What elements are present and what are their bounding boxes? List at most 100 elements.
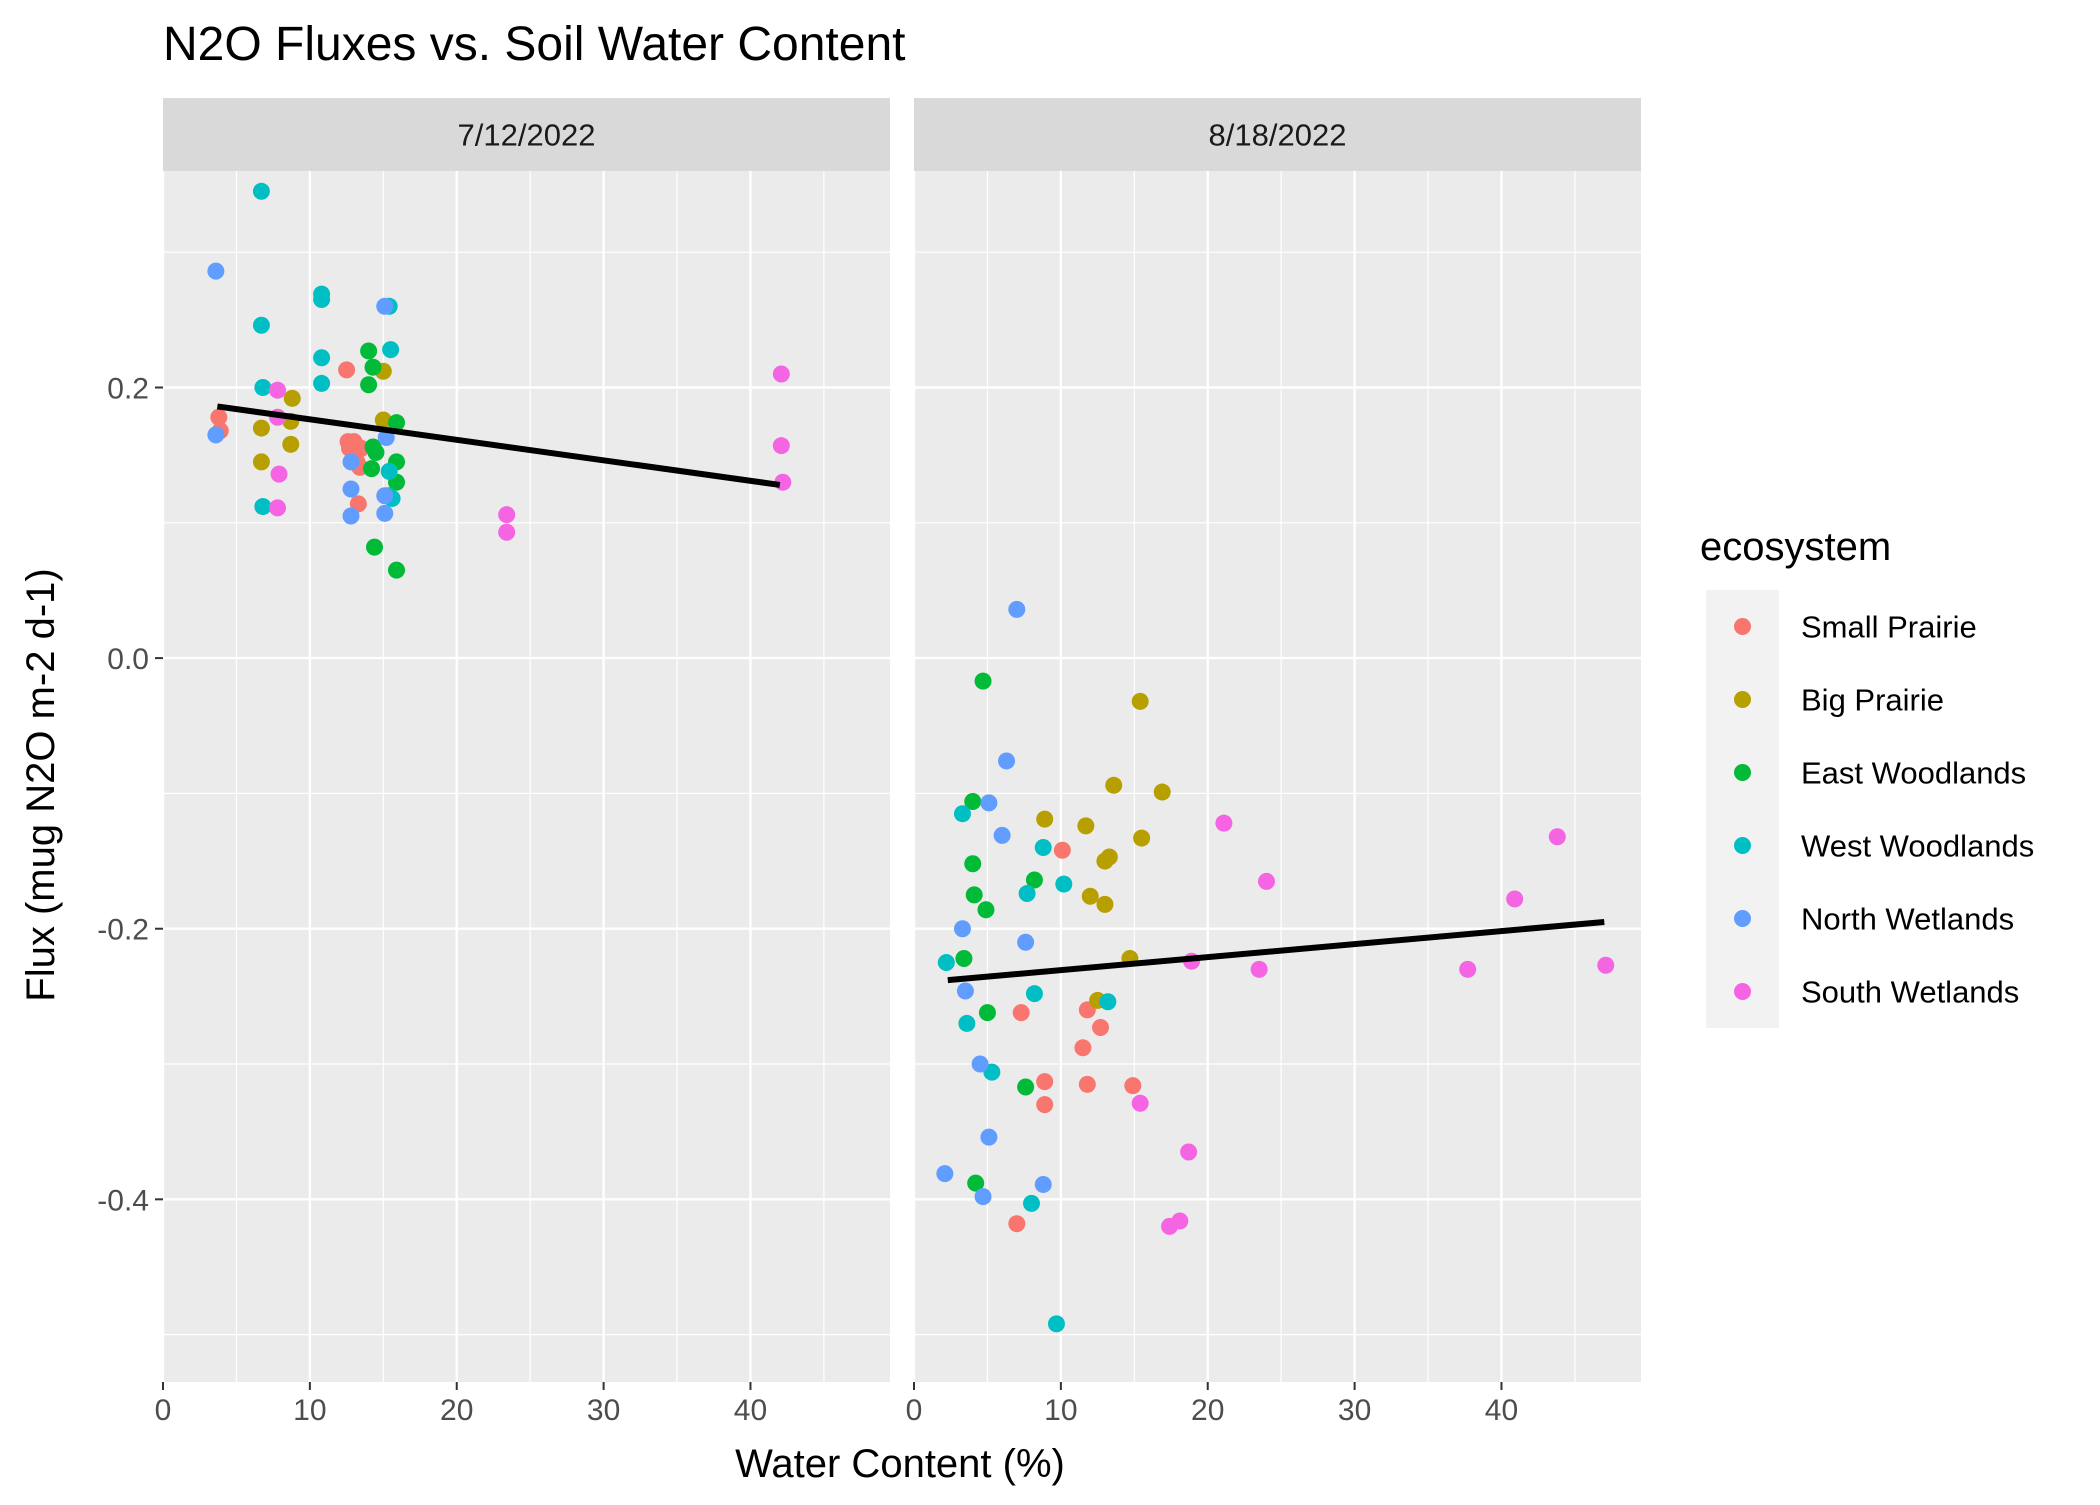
data-point <box>1012 1004 1030 1022</box>
data-point <box>1459 960 1477 978</box>
data-point <box>1017 1078 1035 1096</box>
x-tick-label: 0 <box>155 1394 172 1427</box>
data-point <box>1215 814 1233 832</box>
data-point <box>1597 956 1615 974</box>
facet-strip-label: 7/12/2022 <box>458 118 596 153</box>
data-point <box>964 793 982 811</box>
y-tick-label: -0.2 <box>97 914 149 947</box>
data-point <box>977 901 995 919</box>
y-axis-label: Flux (mug N2O m-2 d-1) <box>19 568 63 1001</box>
legend-entry-label: West Woodlands <box>1801 829 2034 864</box>
data-point <box>1096 852 1114 870</box>
legend-title: ecosystem <box>1700 525 1891 569</box>
data-point <box>1161 1217 1179 1235</box>
data-point <box>382 341 400 359</box>
x-tick-label: 40 <box>734 1394 767 1427</box>
facet-panels: 7/12/2022 0 10 20 30 40 -0.4 -0.2 0.0 0.2 8/18/202… <box>97 98 1641 1427</box>
data-point <box>252 316 270 334</box>
data-point <box>1506 890 1524 908</box>
data-point <box>364 358 382 376</box>
x-tick-label: 30 <box>587 1394 620 1427</box>
data-point <box>1250 960 1268 978</box>
data-point <box>313 349 331 367</box>
data-point <box>1047 1315 1065 1333</box>
facet-strip <box>914 98 1641 171</box>
data-point <box>998 752 1016 770</box>
data-point <box>367 443 385 461</box>
data-point <box>342 480 360 498</box>
facet-strip-label: 8/18/2022 <box>1209 118 1347 153</box>
data-point <box>1131 692 1149 710</box>
data-point <box>1153 783 1171 801</box>
legend-swatch <box>1734 691 1751 708</box>
data-point <box>313 374 331 392</box>
data-point <box>1096 895 1114 913</box>
data-point <box>254 378 272 396</box>
data-point <box>1053 841 1071 859</box>
x-axis-label: Water Content (%) <box>735 1442 1065 1486</box>
data-point <box>1074 1039 1092 1057</box>
data-point <box>974 1188 992 1206</box>
facet-strip <box>163 98 890 171</box>
data-point <box>1099 993 1117 1011</box>
data-point <box>349 495 367 513</box>
trend-line <box>216 403 781 488</box>
data-point <box>1078 1075 1096 1093</box>
data-point <box>967 1174 985 1192</box>
legend-entry-label: Big Prairie <box>1801 683 1944 718</box>
legend-swatch <box>1734 618 1751 635</box>
data-point <box>1092 1018 1110 1036</box>
data-point <box>772 365 790 383</box>
data-point <box>1257 872 1275 890</box>
data-point <box>1017 933 1035 951</box>
data-point <box>980 794 998 812</box>
x-tick-label: 30 <box>1338 1394 1371 1427</box>
data-point <box>937 954 955 972</box>
data-point <box>363 460 381 478</box>
legend: ecosystem Small Prairie Big Prairie East W… <box>1700 525 2034 1028</box>
legend-entry-label: North Wetlands <box>1801 902 2014 937</box>
data-point <box>1105 776 1123 794</box>
x-tick-label: 10 <box>293 1394 326 1427</box>
legend-swatch <box>1734 837 1751 854</box>
data-point <box>388 561 406 579</box>
data-point <box>1034 839 1052 857</box>
y-tick-label: -0.4 <box>97 1184 149 1217</box>
data-point <box>1131 1094 1149 1112</box>
data-point <box>252 182 270 200</box>
data-point <box>1055 875 1073 893</box>
trend-line <box>947 918 1605 984</box>
data-point <box>953 920 971 938</box>
data-point <box>1025 985 1043 1003</box>
data-point <box>993 826 1011 844</box>
x-tick-label: 40 <box>1485 1394 1518 1427</box>
x-tick-label: 20 <box>1191 1394 1224 1427</box>
data-point <box>360 376 378 394</box>
data-point <box>270 465 288 483</box>
data-point <box>964 855 982 873</box>
data-point <box>936 1165 954 1183</box>
data-point <box>1180 1143 1198 1161</box>
data-point <box>978 1004 996 1022</box>
data-point <box>338 361 356 379</box>
data-point <box>252 453 270 471</box>
data-point <box>958 1014 976 1032</box>
data-point <box>380 462 398 480</box>
data-point <box>207 426 225 444</box>
data-point <box>376 504 394 522</box>
data-point <box>1036 1073 1054 1091</box>
data-point <box>283 389 301 407</box>
x-tick-label: 0 <box>906 1394 923 1427</box>
x-tick-label: 20 <box>440 1394 473 1427</box>
data-point <box>269 381 287 399</box>
facet-panel: 8/18/2022 0 10 20 30 40 <box>906 98 1641 1427</box>
legend-entry-label: Small Prairie <box>1801 610 1977 645</box>
data-point <box>498 506 516 524</box>
data-point <box>971 1055 989 1073</box>
data-point <box>376 297 394 315</box>
data-point <box>207 262 225 280</box>
data-point <box>1022 1194 1040 1212</box>
data-point <box>269 499 287 517</box>
